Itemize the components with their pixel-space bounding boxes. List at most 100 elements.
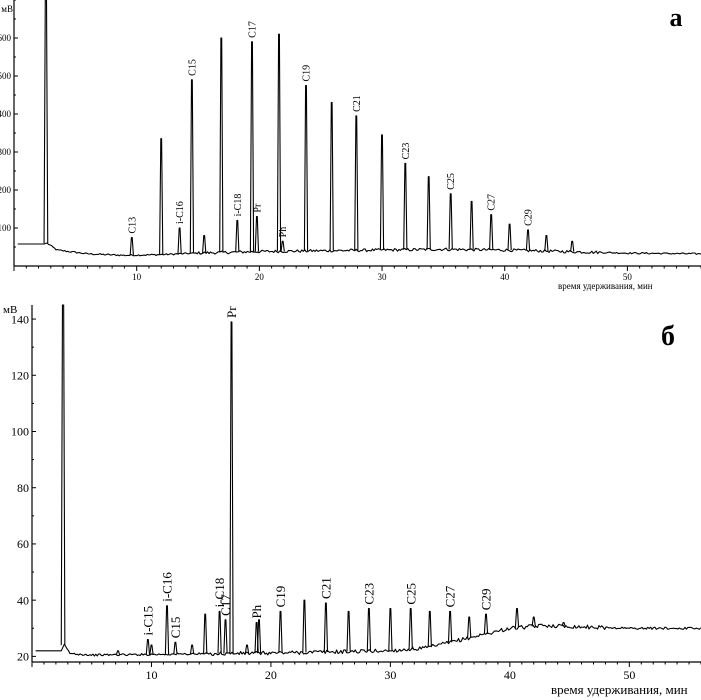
peak-c23 [403, 162, 408, 250]
peak-label-c27: C27 [443, 585, 458, 607]
peak-i-c18 [217, 610, 222, 654]
peak-label-i-c15: i-C15 [140, 606, 155, 636]
peak-c13 [129, 236, 134, 256]
peak-unlabeled [276, 33, 282, 252]
peak-unlabeled [469, 200, 474, 250]
peak-c19 [303, 84, 309, 252]
peak-label-c15: C15 [168, 617, 183, 639]
peak-unlabeled [514, 608, 520, 628]
peak-unlabeled [189, 644, 195, 654]
y-tick-label: 60 [17, 537, 29, 551]
x-tick-label: 20 [255, 272, 265, 282]
peak-unlabeled [544, 235, 549, 252]
y-tick-label: 400 [0, 109, 12, 119]
peak-label-c13: C13 [127, 217, 138, 234]
x-tick-label: 50 [623, 668, 635, 682]
peak-label-c25: C25 [446, 173, 457, 190]
y-tick-label: 80 [17, 481, 29, 495]
peak-unlabeled [379, 134, 385, 251]
x-tick-label: 40 [504, 668, 516, 682]
peak-label-i-c16: i-C16 [175, 201, 186, 224]
peak-unlabeled [115, 650, 121, 655]
x-tick-label: 20 [265, 668, 277, 682]
peak-label-i-c16: i-C16 [159, 572, 174, 602]
y-tick-label: 500 [0, 71, 12, 81]
peak-unlabeled [507, 223, 512, 251]
peak-unlabeled [467, 616, 472, 638]
panel-letter: б [661, 321, 675, 352]
baseline-trace [35, 623, 701, 657]
peak-c17 [249, 41, 255, 252]
peak-unlabeled [219, 37, 224, 253]
peak-c15 [189, 79, 195, 254]
peak-c23 [366, 608, 372, 652]
peak-ph [280, 240, 285, 252]
peak-c25 [448, 193, 453, 250]
peak-label-c23: C23 [361, 583, 376, 605]
peak-pr [229, 321, 234, 654]
peak-unlabeled [244, 644, 250, 654]
peak-label-c19: C19 [302, 65, 313, 82]
y-tick-label: 140 [11, 312, 29, 326]
peak-c29 [525, 229, 531, 251]
peak-label-pr: Pr [224, 306, 239, 318]
y-tick-label: 100 [11, 425, 29, 439]
y-tick-label: 120 [11, 368, 29, 382]
peak-label-c21: C21 [318, 577, 333, 599]
peak-label-c19: C19 [273, 586, 288, 608]
peak-label-i-c18: i-C18 [212, 578, 227, 608]
peak-label-c17: C17 [218, 594, 233, 616]
peak-i-c16 [164, 605, 170, 655]
peak-c21 [323, 602, 329, 653]
peak-label-c17: C17 [248, 21, 259, 38]
peak-unlabeled [561, 622, 566, 627]
peak-label-c23: C23 [401, 143, 412, 160]
y-tick-label: 300 [0, 147, 12, 157]
y-axis-unit-label: мВ [3, 304, 17, 316]
x-tick-label: 10 [132, 272, 142, 282]
peak-pr [254, 216, 260, 252]
peak-unlabeled [302, 599, 307, 653]
x-axis-title: время удерживания, мин [551, 682, 688, 697]
peak-c29 [483, 613, 489, 634]
peak-label-ph: Ph [278, 227, 289, 238]
peak-label-c15: C15 [187, 59, 198, 76]
y-tick-label: 600 [0, 33, 12, 43]
peak-unlabeled [427, 610, 432, 648]
peak-label-ph: Ph [249, 604, 264, 618]
peak-c21 [354, 115, 359, 251]
peak-unlabeled [570, 240, 575, 252]
peak-unlabeled [202, 235, 207, 253]
panel-letter: а [670, 3, 683, 32]
peak-label-i-c18: i-C18 [233, 194, 244, 217]
x-tick-label: 30 [378, 272, 388, 282]
peak-c17 [223, 619, 228, 654]
x-axis-title: время удерживания, мин [558, 281, 653, 291]
x-tick-label: 10 [145, 668, 157, 682]
peak-c19 [278, 610, 283, 653]
peak-i-c15 [145, 638, 151, 655]
panel-a: 10 20 30 40 50 100 200 300 400 500 600 мВ время удер… [0, 0, 701, 291]
y-tick-label: 200 [0, 185, 12, 195]
peak-c27 [447, 610, 453, 643]
peak-i-c16 [177, 227, 182, 254]
peak-c15 [173, 641, 178, 655]
peak-unlabeled [346, 610, 351, 652]
peak-label-c25: C25 [403, 583, 418, 605]
peak-c25 [408, 608, 413, 650]
y-tick-label: 20 [17, 650, 29, 664]
peak-label-c27: C27 [487, 194, 498, 211]
solvent-front-peak [60, 304, 66, 646]
x-tick-label: 50 [623, 272, 633, 282]
peak-label-c29: C29 [524, 209, 535, 226]
peak-unlabeled [203, 613, 208, 654]
peak-label-c29: C29 [479, 589, 494, 611]
y-axis-unit-label: мВ [1, 4, 13, 14]
y-tick-label: 40 [17, 593, 29, 607]
peak-c27 [489, 214, 494, 250]
peak-label-c21: C21 [352, 95, 363, 112]
peak-i-c18 [235, 219, 240, 253]
baseline-trace [17, 242, 701, 257]
